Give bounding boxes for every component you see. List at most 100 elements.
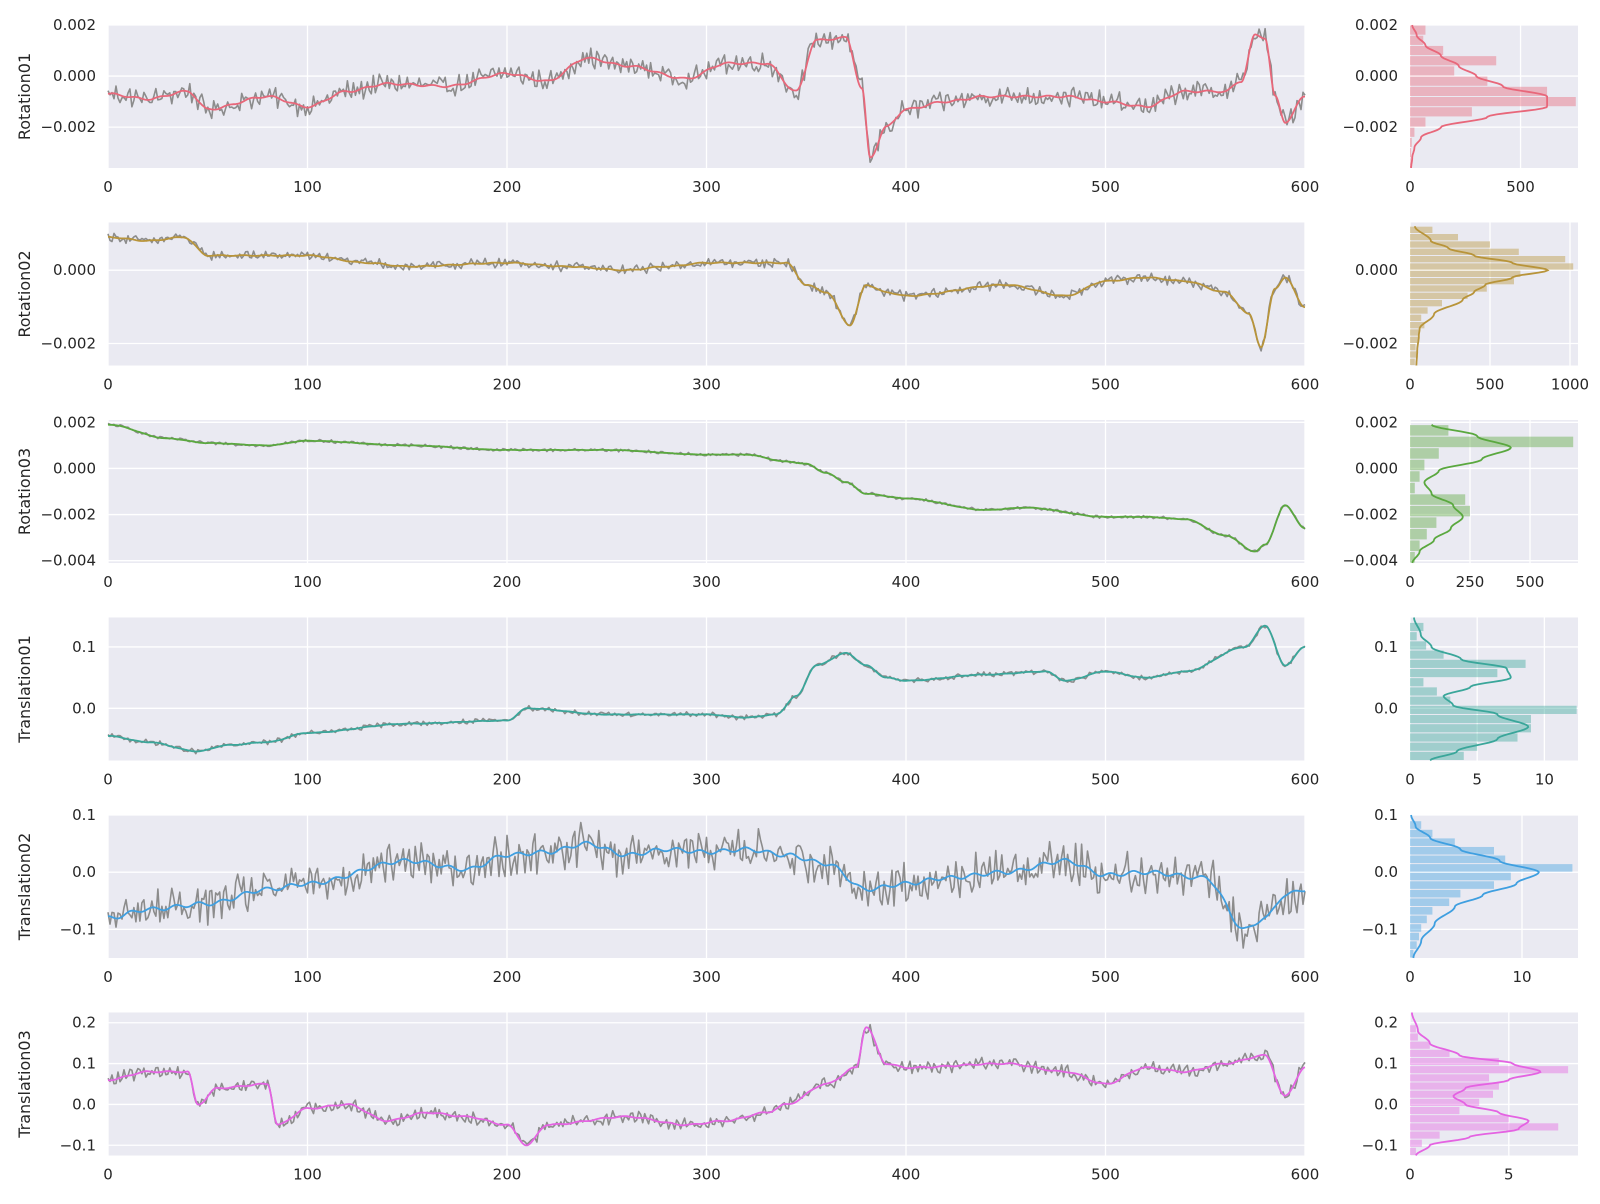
hist-plot-area-rotation01 [1410,25,1578,168]
x-tick-label-translation02: 0 [103,968,113,986]
hist-bar-rotation02 [1410,300,1442,307]
hist-y-tick-label-rotation03: −0.002 [1342,506,1398,524]
hist-bar-translation02 [1410,846,1494,855]
hist-bar-rotation01 [1410,97,1576,107]
y-tick-label-rotation01: 0.000 [53,67,96,85]
hist-bar-translation03 [1410,1025,1416,1033]
hist-y-tick-label-rotation01: 0.000 [1355,67,1398,85]
x-tick-label-translation01: 200 [493,771,522,789]
hist-kde-line-translation02 [1410,814,1540,959]
y-tick-label-translation01: 0.0 [72,699,96,717]
hist-bar-rotation02 [1410,344,1416,351]
x-tick-label-translation01: 400 [892,771,921,789]
x-tick-label-rotation01: 600 [1291,178,1320,196]
hist-y-tick-label-translation01: 0.1 [1374,638,1398,656]
y-tick-label-translation01: 0.1 [72,638,96,656]
x-tick-label-translation01: 0 [103,771,113,789]
hist-bar-translation03 [1410,1123,1559,1131]
hist-bar-translation02 [1410,941,1417,949]
x-tick-label-rotation02: 200 [493,376,522,394]
y-tick-label-rotation01: 0.002 [53,16,96,34]
hist-x-tick-label-translation02: 10 [1512,968,1531,986]
y-tick-label-translation03: 0.0 [72,1095,96,1113]
hist-bar-translation01 [1410,705,1577,714]
hist-bar-translation03 [1410,1057,1499,1066]
x-tick-label-translation01: 500 [1091,771,1120,789]
hist-bar-rotation03 [1410,494,1466,505]
hist-y-tick-label-rotation02: −0.002 [1342,335,1398,353]
series-line-smoothed-rotation03 [108,423,1306,553]
y-tick-label-translation02: 0.1 [72,806,96,824]
hist-bar-translation03 [1410,1082,1499,1090]
hist-x-tick-label-rotation02: 1000 [1551,376,1589,394]
series-line-smoothed-translation03 [107,1026,1306,1147]
hist-kde-line-rotation02 [1413,225,1550,366]
hist-bar-rotation02 [1410,270,1521,277]
hist-bar-translation02 [1410,907,1433,915]
y-axis-label-rotation03: Rotation03 [15,448,34,535]
y-tick-label-rotation01: −0.002 [40,118,96,136]
x-tick-label-translation03: 200 [493,1166,522,1184]
x-tick-label-translation03: 400 [892,1166,921,1184]
hist-y-tick-label-translation03: 0.1 [1374,1055,1398,1073]
hist-bar-translation02 [1410,949,1414,958]
y-axis-label-translation03: Translation03 [15,1030,34,1139]
hist-y-tick-label-translation01: 0.0 [1374,699,1398,717]
hist-bar-translation02 [1410,915,1427,924]
x-tick-label-translation03: 0 [103,1166,113,1184]
hist-bar-rotation02 [1410,278,1514,285]
hist-bar-translation03 [1410,1049,1450,1057]
hist-bar-rotation02 [1410,285,1487,292]
series-line-raw-translation03 [107,1023,1306,1145]
hist-bar-rotation01 [1410,148,1412,158]
x-tick-label-translation01: 100 [293,771,322,789]
hist-bar-translation03 [1410,1033,1418,1041]
hist-bar-translation02 [1410,889,1461,898]
x-tick-label-rotation02: 0 [103,376,113,394]
x-tick-label-rotation02: 400 [892,376,921,394]
hist-bar-rotation03 [1410,425,1449,436]
hist-bar-rotation03 [1410,471,1420,482]
hist-y-tick-label-rotation01: −0.002 [1342,118,1398,136]
hist-bar-rotation01 [1410,45,1444,56]
hist-bar-rotation03 [1410,482,1415,494]
hist-bar-translation03 [1410,1041,1430,1049]
hist-bar-translation01 [1410,696,1451,705]
hist-y-tick-label-rotation03: 0.002 [1355,413,1398,431]
hist-bar-rotation02 [1410,307,1428,314]
hist-x-tick-label-rotation03: 0 [1405,573,1415,591]
x-tick-label-translation01: 600 [1291,771,1320,789]
hist-bar-translation03 [1410,1131,1440,1139]
x-tick-label-rotation03: 200 [493,573,522,591]
x-tick-label-translation03: 300 [692,1166,721,1184]
x-tick-label-rotation03: 100 [293,573,322,591]
x-tick-label-rotation03: 500 [1091,573,1120,591]
hist-kde-line-translation03 [1411,1012,1542,1156]
x-tick-label-translation02: 600 [1291,968,1320,986]
x-tick-label-rotation03: 300 [692,573,721,591]
hist-bar-translation01 [1410,678,1424,687]
x-tick-label-rotation01: 0 [103,178,113,196]
y-axis-label-rotation02: Rotation02 [15,250,34,337]
y-tick-label-rotation02: −0.002 [40,335,96,353]
hist-y-tick-label-rotation03: 0.000 [1355,459,1398,477]
hist-x-tick-label-translation01: 10 [1535,771,1554,789]
hist-bar-rotation03 [1410,528,1427,540]
hist-bar-translation01 [1410,641,1427,650]
hist-bar-translation01 [1410,733,1518,742]
hist-bar-rotation02 [1410,226,1433,233]
hist-bar-translation03 [1410,1106,1460,1115]
x-tick-label-rotation02: 100 [293,376,322,394]
y-tick-label-translation02: −0.1 [60,920,96,938]
hist-bar-rotation03 [1410,448,1439,459]
y-axis-label-translation02: Translation02 [15,833,34,942]
x-tick-label-translation02: 300 [692,968,721,986]
hist-bar-translation01 [1410,622,1424,632]
y-axis-label-translation01: Translation01 [15,635,34,744]
x-tick-label-rotation01: 500 [1091,178,1120,196]
x-tick-label-translation03: 100 [293,1166,322,1184]
hist-y-tick-label-rotation02: 0.000 [1355,261,1398,279]
hist-bar-rotation01 [1410,56,1497,66]
x-tick-label-translation02: 200 [493,968,522,986]
